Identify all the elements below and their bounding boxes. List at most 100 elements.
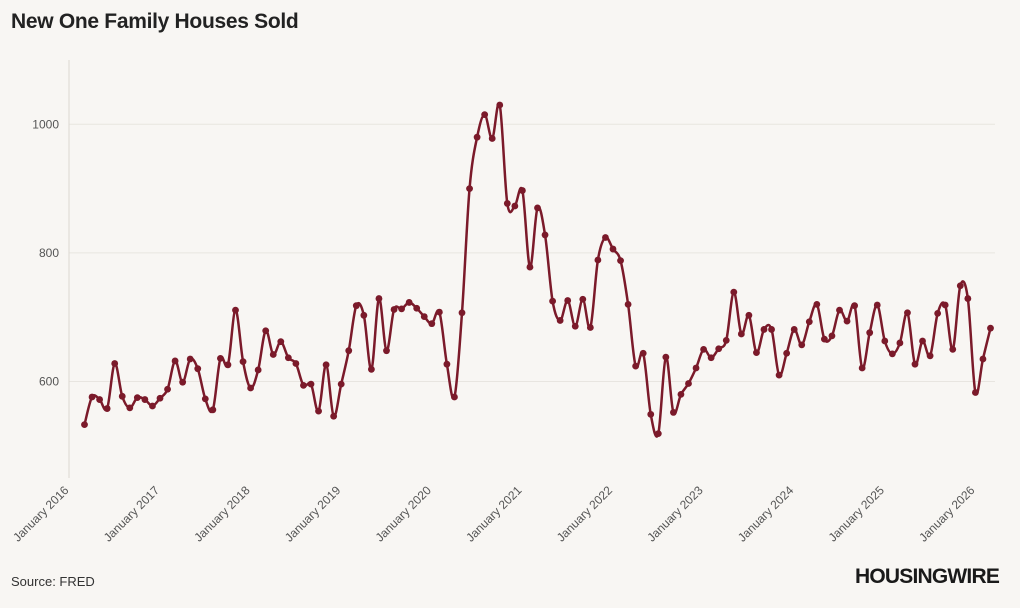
data-point bbox=[383, 347, 390, 355]
data-point bbox=[843, 317, 851, 325]
data-point bbox=[428, 320, 436, 328]
data-point bbox=[715, 345, 723, 353]
data-point bbox=[330, 412, 338, 420]
x-tick-label: January 2017 bbox=[101, 483, 163, 545]
data-point bbox=[828, 332, 836, 340]
y-tick-label: 1000 bbox=[32, 117, 59, 131]
data-point bbox=[639, 349, 647, 357]
data-point bbox=[964, 295, 972, 302]
data-point bbox=[873, 301, 881, 309]
data-point bbox=[217, 354, 224, 362]
data-point bbox=[670, 409, 677, 416]
data-point bbox=[435, 308, 443, 316]
data-point bbox=[904, 309, 911, 317]
data-point bbox=[881, 337, 889, 345]
data-point bbox=[745, 311, 753, 319]
data-point bbox=[307, 380, 315, 388]
data-point bbox=[768, 326, 775, 333]
data-point bbox=[737, 330, 745, 338]
data-point bbox=[677, 391, 685, 398]
data-point bbox=[503, 200, 511, 207]
data-point bbox=[549, 297, 556, 305]
y-tick-labels: 600 800 1000 bbox=[32, 117, 59, 388]
data-point bbox=[239, 358, 247, 365]
x-tick-label: January 2020 bbox=[373, 483, 435, 545]
x-tick-label: January 2026 bbox=[916, 483, 978, 545]
data-point bbox=[821, 335, 828, 343]
data-point bbox=[443, 360, 451, 368]
data-point bbox=[700, 345, 707, 353]
data-point bbox=[564, 297, 572, 304]
data-point bbox=[707, 354, 715, 362]
data-point bbox=[420, 313, 428, 320]
data-point bbox=[926, 352, 934, 360]
data-point bbox=[866, 329, 874, 337]
x-tick-label: January 2016 bbox=[10, 483, 72, 545]
data-point bbox=[451, 393, 458, 401]
data-point bbox=[247, 384, 255, 392]
data-point bbox=[760, 326, 768, 333]
data-point bbox=[292, 360, 300, 367]
data-point bbox=[322, 361, 330, 369]
data-point bbox=[141, 396, 149, 403]
data-point bbox=[941, 301, 949, 309]
data-point bbox=[888, 350, 896, 358]
data-point bbox=[654, 430, 662, 438]
data-point bbox=[315, 407, 322, 415]
series-points bbox=[81, 101, 994, 438]
series-line bbox=[83, 102, 992, 438]
x-tick-labels: January 2016 January 2017 January 2018 Janu… bbox=[10, 483, 978, 545]
data-point bbox=[602, 234, 609, 241]
data-point bbox=[209, 406, 217, 414]
data-point bbox=[473, 133, 481, 141]
data-point bbox=[413, 304, 421, 312]
data-point bbox=[232, 306, 239, 314]
data-point bbox=[836, 306, 843, 314]
data-point bbox=[692, 364, 700, 372]
data-point bbox=[609, 245, 617, 253]
data-point bbox=[979, 355, 987, 363]
data-point bbox=[337, 380, 345, 388]
data-point bbox=[571, 322, 579, 330]
data-point bbox=[171, 357, 179, 365]
data-point bbox=[186, 355, 194, 363]
data-point bbox=[111, 360, 119, 367]
x-tick-label: January 2023 bbox=[644, 483, 706, 545]
y-tick-label: 800 bbox=[39, 246, 59, 260]
data-point bbox=[919, 337, 926, 345]
data-point bbox=[481, 111, 489, 119]
data-point bbox=[579, 295, 587, 303]
data-point bbox=[805, 318, 813, 326]
data-point bbox=[224, 361, 232, 369]
data-point bbox=[858, 364, 866, 372]
data-point bbox=[813, 300, 821, 308]
x-tick-label: January 2021 bbox=[463, 483, 525, 545]
data-point bbox=[617, 257, 624, 265]
data-point bbox=[798, 341, 806, 349]
x-tick-label: January 2024 bbox=[735, 483, 797, 545]
data-point bbox=[896, 339, 904, 347]
data-point bbox=[194, 365, 202, 373]
data-point bbox=[511, 202, 519, 210]
data-point bbox=[156, 394, 164, 402]
data-point bbox=[790, 326, 798, 333]
data-point bbox=[934, 309, 942, 317]
data-point bbox=[103, 405, 111, 412]
data-point bbox=[164, 385, 171, 393]
data-point bbox=[405, 299, 413, 306]
data-point bbox=[753, 349, 760, 356]
chart-title: New One Family Houses Sold bbox=[11, 10, 299, 33]
data-point bbox=[911, 360, 919, 368]
data-point bbox=[352, 302, 360, 310]
data-point bbox=[783, 349, 791, 357]
data-point bbox=[458, 309, 466, 317]
housingwire-logo: HOUSINGWIRE bbox=[855, 565, 1000, 588]
data-point bbox=[300, 382, 307, 389]
data-point bbox=[201, 395, 209, 403]
data-point bbox=[368, 365, 375, 373]
data-point bbox=[956, 282, 964, 290]
data-point bbox=[284, 354, 292, 362]
data-point bbox=[262, 327, 270, 335]
source-note: Source: FRED bbox=[11, 574, 95, 589]
